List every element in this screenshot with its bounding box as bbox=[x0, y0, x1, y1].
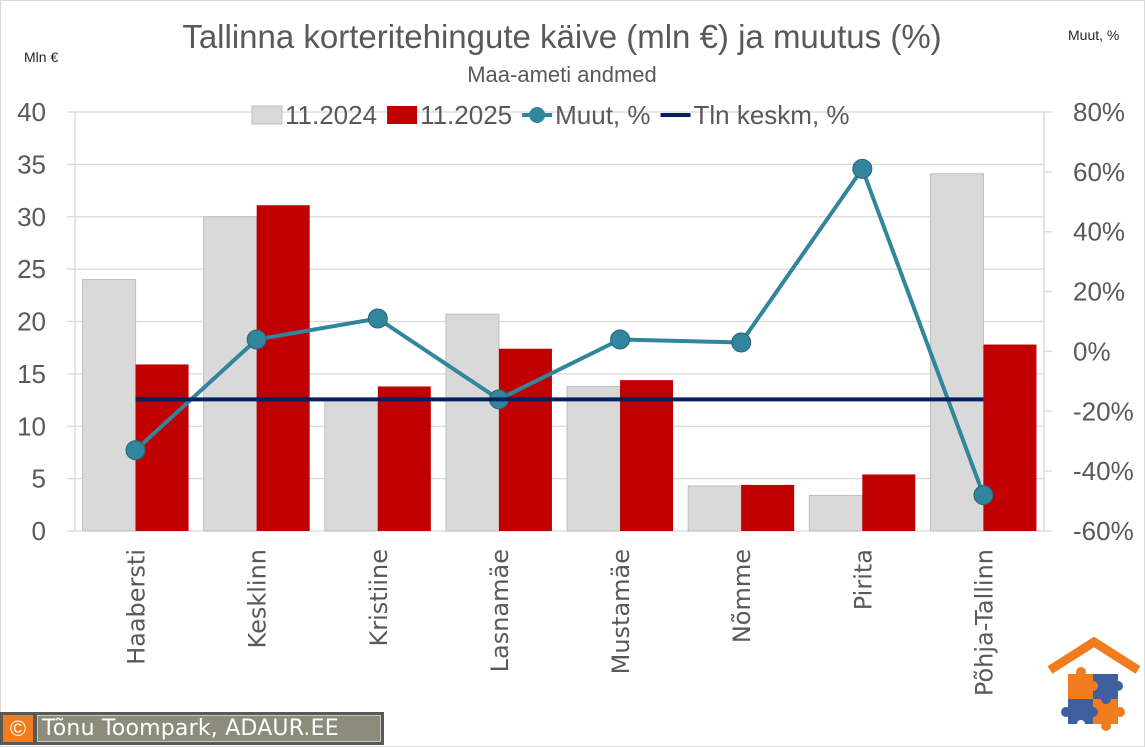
change-marker bbox=[367, 308, 388, 329]
bar-11-2024 bbox=[808, 494, 863, 532]
bar-11-2025 bbox=[983, 344, 1037, 531]
chart-subtitle: Maa-ameti andmed bbox=[467, 62, 657, 87]
bar-11-2024 bbox=[203, 216, 258, 532]
legend-label: 11.2024 bbox=[285, 100, 377, 130]
bar-11-2025 bbox=[741, 484, 795, 531]
y-axis-tick-label: 0 bbox=[32, 516, 46, 546]
y-axis-tick-label: 5 bbox=[32, 464, 46, 494]
change-marker bbox=[610, 329, 631, 350]
y-axis-tick-label: 15 bbox=[17, 359, 46, 389]
category-label: Mustamäe bbox=[607, 549, 635, 674]
y2-axis-tick-label: 0% bbox=[1073, 336, 1111, 366]
y2-axis-title: Muut, % bbox=[1068, 27, 1119, 43]
bar-11-2024 bbox=[82, 279, 137, 532]
bar-11-2025 bbox=[256, 205, 310, 532]
category-label: Kesklinn bbox=[244, 549, 272, 648]
copyright-icon: © bbox=[3, 715, 33, 742]
chart-title: Tallinna korteritehingute käive (mln €) … bbox=[182, 18, 941, 55]
bar-11-2025 bbox=[862, 474, 916, 531]
legend-swatch-icon bbox=[387, 106, 418, 124]
y2-axis-tick-label: -40% bbox=[1073, 456, 1134, 486]
category-label: Pirita bbox=[849, 549, 877, 610]
category-label: Põhja-Tallinn bbox=[970, 549, 998, 696]
bar-11-2025 bbox=[377, 386, 431, 531]
y-axis-title: Mln € bbox=[24, 49, 58, 65]
change-marker bbox=[852, 158, 873, 179]
category-label: Haabersti bbox=[123, 549, 151, 665]
y-axis-tick-label: 20 bbox=[17, 307, 46, 337]
category-label: Lasnamäe bbox=[486, 549, 514, 672]
credit-text: Tõnu Toompark, ADAUR.EE bbox=[37, 715, 381, 742]
change-line bbox=[134, 164, 986, 496]
change-marker bbox=[731, 332, 752, 353]
bar-11-2024 bbox=[566, 385, 621, 532]
y2-axis-tick-label: 60% bbox=[1073, 157, 1125, 187]
legend-swatch-icon bbox=[251, 105, 283, 125]
y-axis-tick-label: 40 bbox=[17, 97, 46, 127]
y-axis-tick-label: 35 bbox=[17, 149, 46, 179]
y2-axis-tick-label: 20% bbox=[1073, 277, 1125, 307]
y2-axis-tick-label: 80% bbox=[1073, 97, 1125, 127]
change-marker bbox=[246, 329, 267, 350]
category-label: Nõmme bbox=[728, 549, 756, 643]
credit-badge: © Tõnu Toompark, ADAUR.EE bbox=[0, 712, 384, 745]
y2-axis-tick-label: -60% bbox=[1073, 516, 1134, 546]
legend: 11.2024 11.2025 Muut, % Tln keskm, % bbox=[251, 100, 850, 130]
legend-label: 11.2025 bbox=[420, 100, 512, 130]
bar-11-2024 bbox=[445, 313, 500, 532]
bar-11-2025 bbox=[620, 380, 674, 531]
y-axis-tick-label: 30 bbox=[17, 202, 46, 232]
change-marker bbox=[973, 485, 994, 506]
y-axis-tick-label: 10 bbox=[17, 411, 46, 441]
legend-label: Tln keskm, % bbox=[694, 100, 850, 130]
y-axis-tick-label: 25 bbox=[17, 254, 46, 284]
legend-label: Muut, % bbox=[555, 100, 650, 130]
category-label: Kristiine bbox=[365, 549, 393, 647]
legend-marker-icon bbox=[529, 107, 546, 123]
bar-11-2024 bbox=[324, 399, 379, 532]
change-marker bbox=[125, 440, 146, 461]
adaur-house-puzzle-logo-icon bbox=[1047, 636, 1141, 731]
y2-axis-tick-label: 40% bbox=[1073, 217, 1125, 247]
bar-11-2024 bbox=[687, 485, 742, 532]
y2-axis-tick-label: -20% bbox=[1073, 396, 1134, 426]
